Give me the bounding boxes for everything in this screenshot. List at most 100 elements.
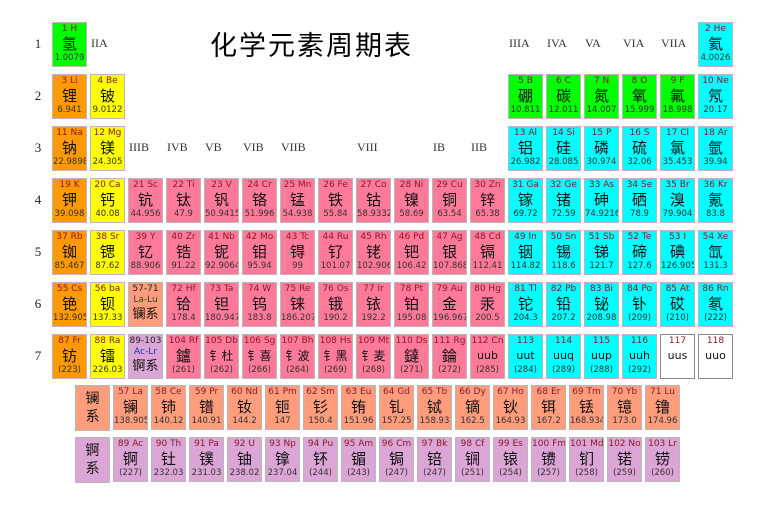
element-name: 汞 xyxy=(479,295,495,313)
element-top-line: 111 Rg xyxy=(433,336,466,347)
atomic-mass: 102.906 xyxy=(357,261,391,271)
element-name: 钪 xyxy=(137,191,153,209)
element-name: 钅喜 xyxy=(247,349,272,363)
element-name: 锔 xyxy=(388,450,404,468)
element-number: 86 xyxy=(702,284,714,294)
element-symbol: Ne xyxy=(716,76,729,86)
element-top-line: 86 Rn xyxy=(699,284,732,295)
atomic-mass: (264) xyxy=(286,365,309,375)
element-number: 27 xyxy=(360,180,372,190)
element-name: 铕 xyxy=(350,398,366,416)
atomic-mass: (261) xyxy=(172,365,195,375)
element-top-line: 82 Pb xyxy=(547,284,580,295)
element-cell: 70 Yb 镱 173.0 xyxy=(607,385,642,430)
element-top-line: 25 Mn xyxy=(281,180,314,191)
element-top-line: 70 Yb xyxy=(608,387,641,398)
element-name: 铋 xyxy=(593,295,609,313)
element-name: 锿 xyxy=(502,450,518,468)
element-top-line: 78 Pt xyxy=(395,284,428,295)
element-number: 70 xyxy=(611,387,624,397)
element-number: 71 xyxy=(650,387,662,397)
element-cell: 51 Sb 锑 121.7 xyxy=(584,230,619,275)
element-number: 92 xyxy=(234,439,246,449)
element-number: 78 xyxy=(399,284,412,294)
element-symbol: Ce xyxy=(169,387,182,397)
atomic-mass: 9.0122 xyxy=(92,105,123,115)
element-name: 铥 xyxy=(578,398,594,416)
element-top-line: 91 Pa xyxy=(190,439,223,450)
element-top-line: 55 Cs xyxy=(53,284,86,295)
element-cell: 15 P 磷 30.974 xyxy=(584,126,619,171)
element-number: 54 xyxy=(702,232,715,242)
element-number: 37 xyxy=(56,232,68,242)
element-cell: 20 Ca 钙 40.08 xyxy=(90,178,125,223)
element-symbol: Na xyxy=(70,128,83,138)
element-cell: 99 Es 锿 (254) xyxy=(493,437,528,482)
period-label: 7 xyxy=(34,348,42,363)
element-cell: 69 Tm 铥 168.934 xyxy=(569,385,604,430)
element-symbol: Mn xyxy=(297,180,312,190)
element-cell: 110 Ds 鐽 (271) xyxy=(394,334,429,379)
element-cell: 26 Fe 铁 55.84 xyxy=(318,178,353,223)
element-symbol: Si xyxy=(566,128,575,138)
element-cell: 67 Ho 钬 164.93 xyxy=(493,385,528,430)
element-symbol: Pr xyxy=(209,387,219,397)
element-cell: 100 Fm 镄 (257) xyxy=(531,437,566,482)
page-title: 化学元素周期表 xyxy=(210,31,413,62)
element-cell: 103 Lr 铹 (260) xyxy=(645,437,680,482)
element-top-line: 3 Li xyxy=(53,76,86,87)
element-top-line: 34 Se xyxy=(623,180,656,191)
element-cell: 78 Pt 铂 195.08 xyxy=(394,282,429,327)
element-number: 11 xyxy=(56,128,68,138)
element-cell: 29 Cu 铜 63.54 xyxy=(432,178,467,223)
element-cell: 107 Bh 钅波 (264) xyxy=(280,334,315,379)
element-top-line: 51 Sb xyxy=(585,232,618,243)
atomic-mass: 137.33 xyxy=(92,313,123,323)
element-number: 89-103 xyxy=(129,336,162,346)
element-top-line: 105 Db xyxy=(205,336,238,347)
element-symbol: Rb xyxy=(70,232,83,242)
element-name: 铈 xyxy=(160,398,176,416)
element-number: 98 xyxy=(460,439,473,449)
element-cell: 12 Mg 镁 24.305 xyxy=(90,126,125,171)
atomic-mass: (269) xyxy=(324,365,347,375)
element-name: 镁 xyxy=(99,139,115,157)
element-symbol: Ra xyxy=(108,336,121,346)
element-top-line: 110 Ds xyxy=(395,336,428,347)
element-symbol: Th xyxy=(170,439,182,449)
atomic-mass: (251) xyxy=(461,468,484,478)
element-number: 45 xyxy=(360,232,372,242)
element-name: 钡 xyxy=(99,295,115,313)
element-top-line: 61 Pm xyxy=(266,387,299,398)
element-name: 钅麦 xyxy=(361,349,386,363)
atomic-mass: (223) xyxy=(58,365,81,375)
element-name: 铷 xyxy=(61,243,77,261)
atomic-mass: 91.22 xyxy=(171,261,196,271)
element-number: 57-71 xyxy=(132,284,159,294)
atomic-mass: 192.2 xyxy=(361,313,386,323)
element-symbol: No xyxy=(628,439,641,449)
element-name: 铅 xyxy=(555,295,571,313)
atomic-mass: 186.207 xyxy=(281,313,315,323)
atomic-mass: 168.934 xyxy=(570,416,604,426)
element-top-line: 39 Y xyxy=(129,232,162,243)
element-top-line: 103 Lr xyxy=(646,439,679,450)
atomic-mass: (259) xyxy=(613,468,636,478)
element-number: 23 xyxy=(211,180,223,190)
element-symbol: Re xyxy=(298,284,311,294)
element-number: 35 xyxy=(665,180,677,190)
atomic-mass: 101.07 xyxy=(320,261,351,271)
element-number: 82 xyxy=(550,284,563,294)
atomic-mass: 78.9 xyxy=(630,209,649,219)
element-symbol: Cr xyxy=(261,180,272,190)
element-symbol: ba xyxy=(109,284,121,294)
element-top-line: 53 I xyxy=(661,232,694,243)
element-number: 114 xyxy=(554,336,573,346)
element-number: 9 xyxy=(670,76,677,86)
element-number: 90 xyxy=(155,439,168,449)
atomic-mass: 204.3 xyxy=(513,313,538,323)
element-number: 1 xyxy=(61,24,68,34)
atomic-mass: 74.9216 xyxy=(585,209,619,219)
element-name: 钷 xyxy=(274,398,290,416)
element-symbol: N xyxy=(602,76,610,86)
